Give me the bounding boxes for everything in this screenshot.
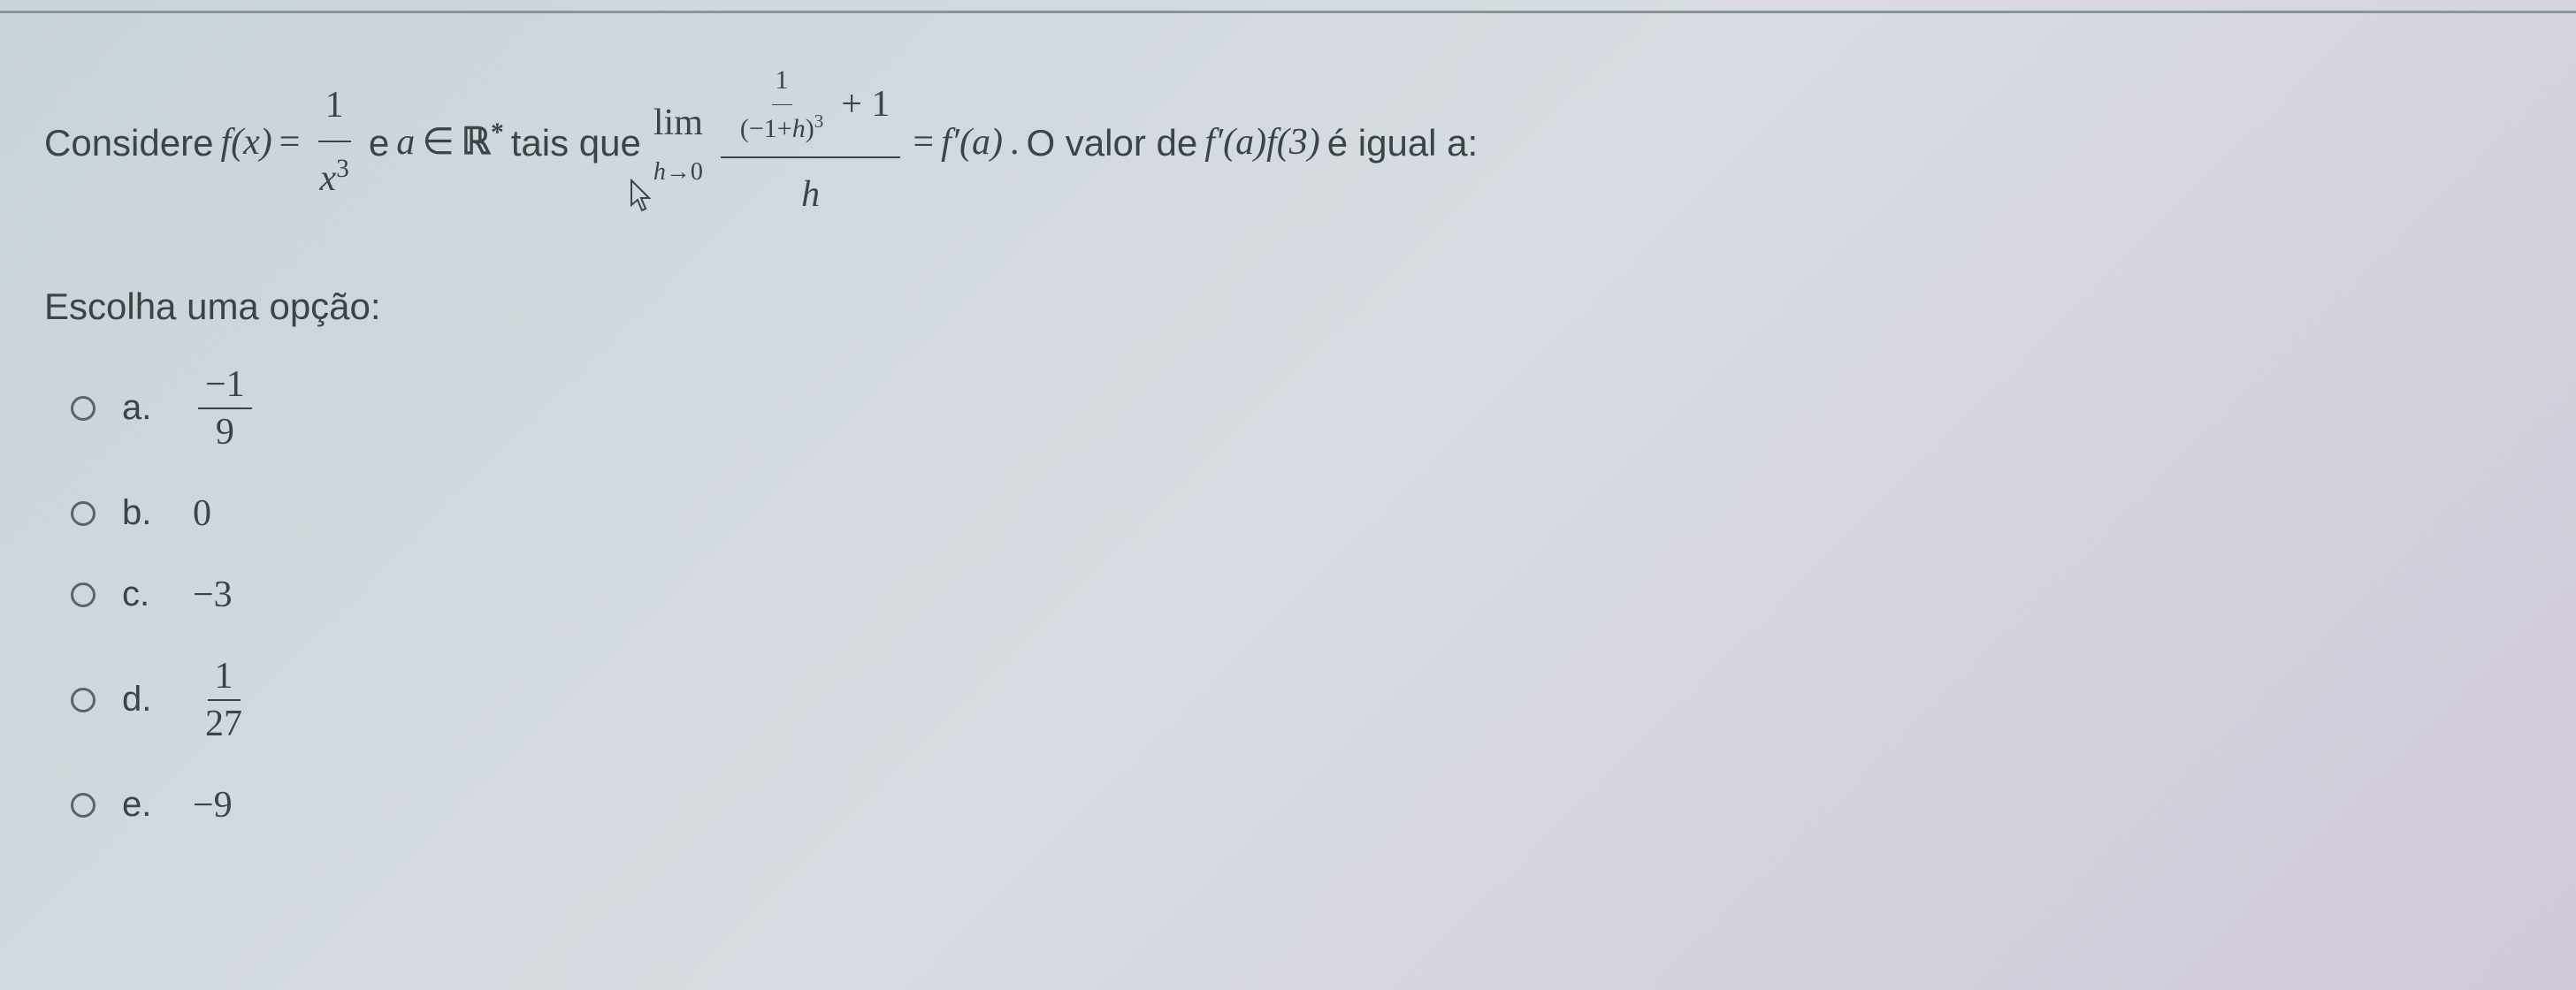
math-fx: f(x) — [220, 110, 271, 177]
equals-1: = — [279, 110, 301, 177]
frac-a: −1 9 — [198, 363, 252, 453]
t-open1: ( — [1223, 122, 1235, 163]
frac-num: 1 — [318, 72, 351, 143]
f-prime-a: f′(a) — [941, 110, 1003, 177]
equals-2: = — [913, 110, 934, 177]
t-open2: ( — [1277, 122, 1289, 163]
lim-text: lim — [654, 90, 703, 157]
f-symbol: f — [220, 122, 231, 163]
frac-d: 1 27 — [198, 655, 249, 745]
option-label-d: d. — [122, 680, 166, 720]
option-value-d: 1 27 — [193, 655, 255, 745]
option-label-a: a. — [122, 388, 166, 428]
radio-e[interactable] — [71, 793, 96, 818]
text-tais-que: tais que — [511, 110, 641, 177]
t-prime: ′ — [1215, 122, 1223, 163]
option-value-a: −1 9 — [193, 363, 257, 453]
limit-expr: lim h→0 — [654, 90, 703, 195]
lim-zero: 0 — [691, 158, 703, 186]
period: . — [1010, 110, 1020, 177]
options-list: a. −1 9 b. 0 c. −3 d. 1 27 — [44, 363, 2532, 826]
nested-fraction: 1 (−1+h)3 — [737, 57, 827, 153]
x-var: x — [243, 122, 260, 163]
radio-a[interactable] — [71, 396, 96, 421]
rhs-open: ( — [959, 122, 972, 163]
t-f2: f — [1266, 122, 1277, 163]
t-close2: ) — [1308, 122, 1320, 163]
option-value-c: −3 — [193, 574, 233, 616]
nested-den: (−1+h)3 — [737, 105, 827, 153]
choose-prompt: Escolha uma opção: — [44, 286, 2532, 328]
big-fraction: 1 (−1+h)3 + 1 h — [721, 53, 901, 232]
big-frac-num: 1 (−1+h)3 + 1 — [721, 53, 901, 158]
option-value-b: 0 — [193, 492, 211, 535]
option-a: a. −1 9 — [71, 363, 2532, 453]
option-label-b: b. — [122, 493, 166, 533]
frac-a-den: 9 — [209, 409, 241, 453]
radio-d[interactable] — [71, 688, 96, 712]
nd-close: ) — [806, 114, 814, 143]
tail-fprime-a-f3: f′(a)f(3) — [1204, 110, 1320, 177]
text-o-valor-de: O valor de — [1026, 110, 1197, 177]
nd-minus1plus: −1+ — [749, 114, 792, 143]
nd-open: ( — [740, 114, 749, 143]
nested-num: 1 — [772, 57, 792, 105]
plus-1: + 1 — [841, 72, 890, 139]
t-3: 3 — [1289, 122, 1308, 163]
option-b: b. 0 — [71, 492, 2532, 535]
lim-sub: h→0 — [654, 149, 703, 194]
x-den: x — [319, 158, 336, 199]
var-a: a — [396, 110, 415, 177]
text-considere: Considere — [44, 110, 213, 177]
frac-den: x3 — [312, 142, 355, 213]
option-value-e: −9 — [193, 784, 233, 826]
frac-d-den: 27 — [198, 701, 249, 745]
cursor-icon — [628, 179, 656, 214]
frac-a-num: −1 — [198, 363, 252, 409]
rhs-close: ) — [990, 122, 1003, 163]
nd-exp3: 3 — [814, 110, 824, 132]
fraction-1-over-x3: 1 x3 — [312, 72, 355, 213]
top-divider — [0, 11, 2576, 13]
lim-arrow: → — [666, 158, 691, 186]
set-R: ℝ* — [462, 110, 504, 177]
rhs-prime: ′ — [952, 122, 959, 163]
text-e-igual-a: é igual a: — [1327, 110, 1478, 177]
t-f1: f — [1204, 122, 1215, 163]
R-star: * — [491, 118, 504, 147]
R-symbol: ℝ — [462, 122, 491, 163]
in-symbol: ∈ — [422, 110, 455, 177]
option-c: c. −3 — [71, 574, 2532, 616]
open-paren: ( — [231, 122, 243, 163]
rhs-f: f — [941, 122, 952, 163]
nd-h: h — [792, 114, 806, 143]
question-container: Considere f(x) = 1 x3 e a ∈ ℝ* tais que … — [0, 0, 2576, 880]
t-close1: ) — [1254, 122, 1266, 163]
radio-c[interactable] — [71, 583, 96, 607]
big-frac-den: h — [791, 158, 830, 232]
frac-d-num: 1 — [208, 655, 241, 701]
option-label-c: c. — [122, 575, 166, 614]
t-a: a — [1235, 122, 1254, 163]
question-statement: Considere f(x) = 1 x3 e a ∈ ℝ* tais que … — [44, 53, 2532, 232]
text-e: e — [369, 110, 389, 177]
option-e: e. −9 — [71, 784, 2532, 826]
option-d: d. 1 27 — [71, 655, 2532, 745]
option-label-e: e. — [122, 785, 166, 825]
rhs-a: a — [972, 122, 990, 163]
exp-3: 3 — [336, 155, 349, 183]
radio-b[interactable] — [71, 501, 96, 526]
close-paren: ) — [260, 122, 272, 163]
